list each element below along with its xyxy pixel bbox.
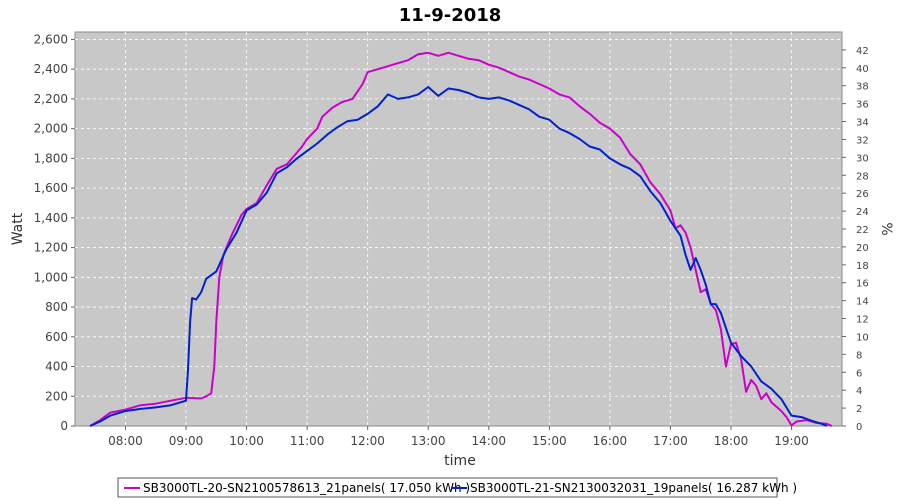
gridlines: [75, 32, 842, 426]
y-tick-label: 600: [45, 330, 68, 344]
y2-tick-label: 22: [856, 225, 869, 236]
y-tick-label: 800: [45, 300, 68, 314]
y-axis-left: 0 200 400 600 800 1,000 1,200 1,400 1,600 1,800 2,…: [34, 32, 75, 433]
legend-label-series-1: SB3000TL-20-SN2100578613_21panels( 17.05…: [143, 481, 470, 495]
y-tick-label: 2,600: [34, 32, 68, 46]
y2-tick-label: 2: [856, 404, 862, 415]
x-axis: 08:00 09:00 10:00 11:00 12:00 13:00 14:00 15:00…: [108, 426, 809, 448]
legend-label-series-2: SB3000TL-21-SN2130032031_19panels( 16.28…: [470, 481, 797, 495]
y2-tick-label: 26: [856, 189, 869, 200]
y2-tick-label: 8: [856, 350, 862, 361]
x-tick-label: 08:00: [108, 434, 143, 448]
y2-tick-label: 12: [856, 315, 869, 326]
y2-tick-label: 36: [856, 100, 869, 111]
x-tick-label: 09:00: [169, 434, 204, 448]
y2-tick-label: 10: [856, 332, 869, 343]
y2-tick-label: 14: [856, 297, 869, 308]
legend-box: [117, 477, 778, 498]
y-tick-label: 1,200: [34, 241, 68, 255]
x-tick-label: 10:00: [229, 434, 264, 448]
series-line-2: [89, 86, 828, 427]
y-tick-label: 1,800: [34, 151, 68, 165]
y-tick-label: 0: [60, 419, 68, 433]
x-tick-label: 13:00: [411, 434, 446, 448]
y-tick-label: 2,200: [34, 92, 68, 106]
y-tick-label: 200: [45, 389, 68, 403]
x-tick-label: 15:00: [532, 434, 567, 448]
x-axis-title: time: [444, 453, 476, 469]
y2-tick-label: 42: [856, 46, 869, 57]
y2-tick-label: 28: [856, 171, 869, 182]
y2-tick-label: 34: [856, 118, 869, 129]
y2-tick-label: 4: [856, 386, 862, 397]
chart-title: 11-9-2018: [399, 5, 502, 26]
y2-axis-title: %: [878, 222, 894, 235]
series-line-1: [89, 51, 833, 427]
y-tick-label: 400: [45, 360, 68, 374]
y-tick-label: 1,000: [34, 270, 68, 284]
x-tick-label: 14:00: [471, 434, 506, 448]
y2-tick-label: 20: [856, 243, 869, 254]
series-lines: [89, 51, 833, 427]
x-tick-label: 12:00: [350, 434, 385, 448]
y2-tick-label: 40: [856, 64, 869, 75]
x-tick-label: 18:00: [714, 434, 749, 448]
y2-tick-label: 38: [856, 82, 869, 93]
plot-area: [74, 31, 843, 427]
y2-tick-label: 32: [856, 135, 869, 146]
y-tick-label: 2,000: [34, 122, 68, 136]
y2-tick-label: 24: [856, 207, 869, 218]
y2-tick-label: 16: [856, 279, 869, 290]
y2-tick-label: 30: [856, 153, 869, 164]
legend: SB3000TL-20-SN2100578613_21panels( 17.05…: [117, 477, 797, 498]
y-tick-label: 2,400: [34, 62, 68, 76]
y-tick-label: 1,400: [34, 211, 68, 225]
x-tick-label: 19:00: [774, 434, 809, 448]
x-tick-label: 11:00: [290, 434, 325, 448]
y2-tick-label: 0: [856, 422, 862, 433]
y-axis-title: Watt: [10, 212, 26, 245]
y-tick-label: 1,600: [34, 181, 68, 195]
y2-tick-label: 6: [856, 368, 862, 379]
x-tick-label: 17:00: [653, 434, 688, 448]
y2-tick-label: 18: [856, 261, 869, 272]
x-tick-label: 16:00: [593, 434, 628, 448]
